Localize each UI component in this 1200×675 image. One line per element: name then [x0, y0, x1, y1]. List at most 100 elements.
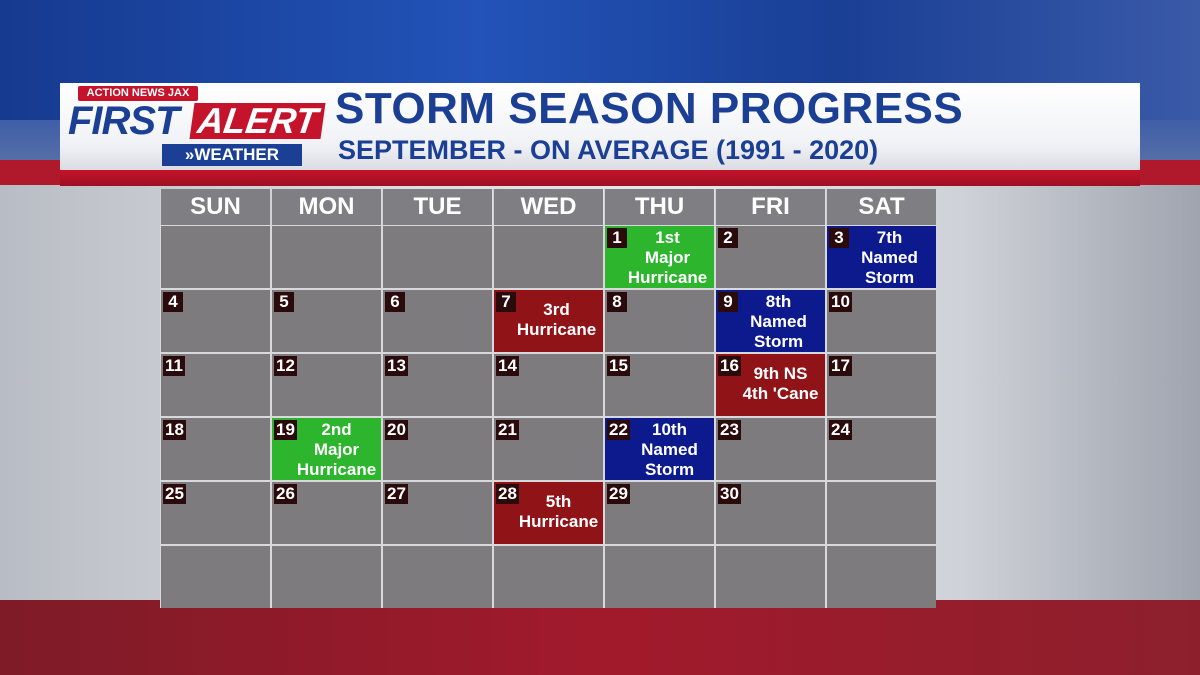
event-line: 8th — [765, 292, 792, 311]
calendar-day-20: 20 — [383, 418, 492, 480]
event-line: 3rd — [543, 300, 570, 319]
event-line: Storm — [753, 332, 804, 351]
event-line: Hurricane — [516, 320, 597, 339]
day-number: 18 — [163, 420, 186, 440]
day-number: 22 — [607, 420, 630, 440]
background-bottom — [0, 600, 1200, 675]
day-number: 21 — [496, 420, 519, 440]
event-line: Hurricane — [627, 268, 708, 287]
storm-event-label: 8th Named Storm — [734, 292, 823, 352]
day-number: 14 — [496, 356, 519, 376]
calendar-empty-cell — [161, 226, 270, 288]
calendar-empty-cell — [494, 226, 603, 288]
day-number: 11 — [163, 356, 185, 376]
day-number: 20 — [385, 420, 408, 440]
event-line: 7th — [876, 228, 903, 247]
calendar-day-19: 19 2nd Major Hurricane — [272, 418, 381, 480]
calendar-day-4: 4 — [161, 290, 270, 352]
day-number: 25 — [163, 484, 186, 504]
storm-event-label: 2nd Major Hurricane — [294, 420, 379, 480]
storm-event-label: 3rd Hurricane — [512, 300, 601, 340]
calendar-day-3: 3 7th Named Storm — [827, 226, 936, 288]
event-line: Named — [861, 248, 918, 267]
day-number: 9 — [718, 292, 738, 312]
day-number: 3 — [829, 228, 849, 248]
calendar-empty-cell — [605, 546, 714, 608]
calendar-day-30: 30 — [716, 482, 825, 544]
calendar-empty-cell — [827, 482, 936, 544]
calendar-day-18: 18 — [161, 418, 270, 480]
day-number: 5 — [274, 292, 294, 312]
calendar-day-22: 22 10th Named Storm — [605, 418, 714, 480]
logo-station-name: ACTION NEWS JAX — [78, 86, 198, 101]
weekday-mon: MON — [271, 189, 381, 225]
calendar-empty-cell — [494, 546, 603, 608]
day-number: 23 — [718, 420, 741, 440]
calendar-day-13: 13 — [383, 354, 492, 416]
storm-event-label: 9th NS 4th 'Cane — [738, 364, 823, 404]
weekday-thu: THU — [604, 189, 714, 225]
calendar-day-16: 16 9th NS 4th 'Cane — [716, 354, 825, 416]
day-number: 10 — [829, 292, 852, 312]
weekday-header-row: SUN MON TUE WED THU FRI SAT — [160, 189, 936, 225]
calendar-day-24: 24 — [827, 418, 936, 480]
calendar-day-29: 29 — [605, 482, 714, 544]
storm-event-label: 7th Named Storm — [845, 228, 934, 288]
calendar-empty-cell — [383, 226, 492, 288]
storm-event-label: 5th Hurricane — [516, 492, 601, 532]
calendar-day-14: 14 — [494, 354, 603, 416]
day-number: 27 — [385, 484, 408, 504]
day-number: 12 — [274, 356, 297, 376]
event-line: Storm — [864, 268, 915, 287]
event-line: Named — [750, 312, 807, 331]
title-banner-red-stripe — [60, 170, 1140, 186]
event-line: 2nd — [321, 420, 352, 439]
calendar-day-15: 15 — [605, 354, 714, 416]
day-number: 1 — [607, 228, 627, 248]
day-number: 19 — [274, 420, 297, 440]
calendar-day-28: 28 5th Hurricane — [494, 482, 603, 544]
calendar-day-17: 17 — [827, 354, 936, 416]
logo-alert-text: ALERT — [189, 100, 326, 141]
event-line: Storm — [644, 460, 695, 479]
weekday-fri: FRI — [715, 189, 825, 225]
page-subtitle: SEPTEMBER - ON AVERAGE (1991 - 2020) — [338, 135, 879, 165]
calendar-day-27: 27 — [383, 482, 492, 544]
calendar-day-23: 23 — [716, 418, 825, 480]
storm-event-label: 1st Major Hurricane — [623, 228, 712, 288]
event-line: 5th — [545, 492, 572, 511]
calendar-empty-cell — [383, 546, 492, 608]
event-line: 1st — [655, 228, 680, 247]
event-line: Major — [644, 248, 691, 267]
calendar-empty-cell — [716, 546, 825, 608]
calendar-grid: 1 1st Major Hurricane 2 3 7th Named Storm 4 5 6 7 3rd… — [160, 225, 936, 608]
calendar-day-9: 9 8th Named Storm — [716, 290, 825, 352]
day-number: 8 — [607, 292, 627, 312]
event-line: Hurricane — [518, 512, 599, 531]
day-number: 7 — [496, 292, 516, 312]
logo-weather-text: »WEATHER — [162, 144, 302, 166]
calendar-day-25: 25 — [161, 482, 270, 544]
calendar-day-8: 8 — [605, 290, 714, 352]
day-number: 17 — [829, 356, 852, 376]
event-line: Major — [313, 440, 360, 459]
calendar-day-12: 12 — [272, 354, 381, 416]
calendar-empty-cell — [272, 546, 381, 608]
calendar-day-10: 10 — [827, 290, 936, 352]
day-number: 6 — [385, 292, 405, 312]
day-number: 28 — [496, 484, 519, 504]
page-title: STORM SEASON PROGRESS — [335, 84, 964, 133]
event-line: Named — [641, 440, 698, 459]
calendar-day-7: 7 3rd Hurricane — [494, 290, 603, 352]
day-number: 2 — [718, 228, 738, 248]
day-number: 24 — [829, 420, 852, 440]
calendar-day-26: 26 — [272, 482, 381, 544]
storm-event-label: 10th Named Storm — [627, 420, 712, 480]
first-alert-weather-logo: ACTION NEWS JAX FIRST ALERT »WEATHER — [64, 86, 326, 168]
day-number: 30 — [718, 484, 741, 504]
calendar-day-11: 11 — [161, 354, 270, 416]
day-number: 4 — [163, 292, 183, 312]
event-line: 9th NS — [753, 364, 808, 383]
calendar-day-2: 2 — [716, 226, 825, 288]
day-number: 13 — [385, 356, 408, 376]
